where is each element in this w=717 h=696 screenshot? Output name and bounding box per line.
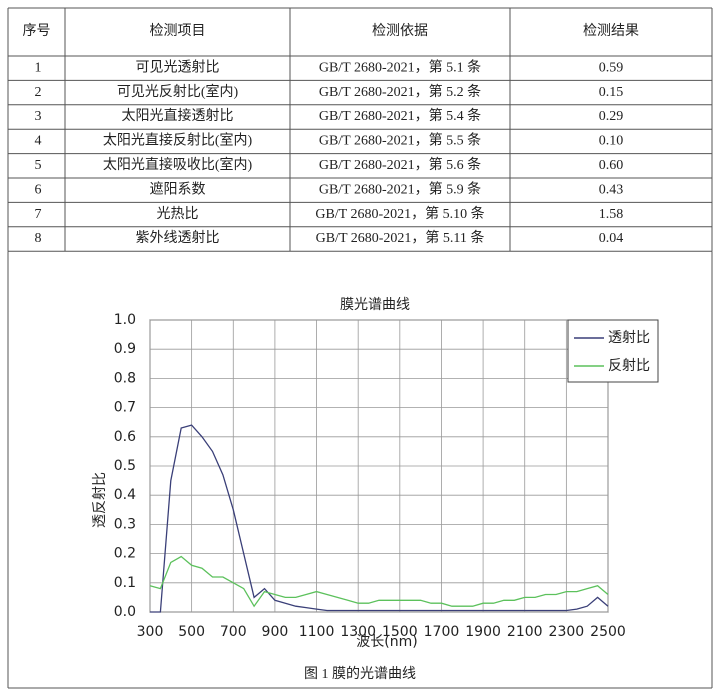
x-tick-label: 1300 [340, 624, 376, 640]
chart-title: 膜光谱曲线 [340, 297, 410, 313]
table-cell: 2 [35, 85, 42, 100]
x-tick-label: 1900 [465, 624, 501, 640]
table-cell: 0.29 [599, 109, 624, 124]
table-cell: 0.10 [599, 134, 624, 149]
x-tick-label: 900 [262, 624, 289, 640]
table-cell: GB/T 2680-2021，第 5.1 条 [319, 58, 481, 75]
table-cell: 0.04 [599, 231, 624, 246]
table-cell: 0.15 [599, 85, 624, 100]
table-cell: 4 [35, 134, 42, 149]
table-cell: 紫外线透射比 [136, 230, 220, 246]
table-cell: 1 [35, 60, 42, 75]
legend-label: 反射比 [608, 358, 650, 374]
table-cell: 太阳光直接吸收比(室内) [103, 156, 253, 173]
series-line [150, 424, 609, 613]
y-tick-label: 0.7 [114, 400, 136, 416]
y-tick-label: 0.3 [114, 516, 136, 532]
table-header: 检测项目 [150, 23, 206, 39]
series-line [149, 555, 609, 608]
x-tick-label: 1500 [382, 624, 418, 640]
table-cell: GB/T 2680-2021，第 5.6 条 [319, 156, 481, 173]
table-header: 序号 [23, 23, 51, 39]
y-tick-label: 0.0 [114, 604, 136, 620]
table-cell: 1.58 [599, 207, 624, 222]
x-axis-label: 波长(nm) [356, 634, 417, 650]
table-cell: 8 [35, 231, 42, 246]
table-header: 检测依据 [372, 23, 428, 39]
table-cell: GB/T 2680-2021，第 5.4 条 [319, 107, 481, 124]
table-cell: 7 [35, 207, 42, 222]
table-cell: 可见光反射比(室内) [117, 83, 239, 100]
table-cell: 6 [35, 182, 42, 197]
table-cell: 可见光透射比 [136, 59, 220, 75]
table-cell: GB/T 2680-2021，第 5.2 条 [319, 83, 481, 100]
table-cell: GB/T 2680-2021，第 5.9 条 [319, 180, 481, 197]
y-axis-label: 透反射比 [92, 472, 108, 528]
x-tick-label: 300 [137, 624, 164, 640]
y-tick-label: 0.9 [114, 341, 136, 357]
x-tick-label: 2500 [590, 624, 626, 640]
x-tick-label: 2300 [549, 624, 585, 640]
table-cell: GB/T 2680-2021，第 5.10 条 [315, 205, 484, 222]
table-header: 检测结果 [583, 23, 639, 39]
table-cell: 0.43 [599, 182, 624, 197]
y-tick-label: 0.4 [114, 487, 136, 503]
x-tick-label: 2100 [507, 624, 543, 640]
table-cell: 太阳光直接透射比 [122, 107, 234, 124]
table-cell: 3 [35, 109, 42, 124]
table-cell: 5 [35, 158, 42, 173]
table-cell: 遮阳系数 [150, 181, 206, 197]
caption: 图 1 膜的光谱曲线 [304, 666, 416, 682]
legend-label: 透射比 [608, 330, 650, 346]
table-cell: 0.60 [599, 158, 624, 173]
y-tick-label: 0.1 [114, 575, 136, 591]
table-cell: GB/T 2680-2021，第 5.11 条 [316, 229, 485, 246]
table-cell: 光热比 [157, 206, 199, 222]
x-tick-label: 1100 [299, 624, 335, 640]
table-cell: 0.59 [599, 60, 624, 75]
legend-box [567, 319, 659, 383]
y-tick-label: 0.5 [114, 458, 136, 474]
y-tick-label: 0.6 [114, 429, 136, 445]
table-cell: 太阳光直接反射比(室内) [103, 132, 253, 149]
table-cell: GB/T 2680-2021，第 5.5 条 [319, 132, 481, 149]
y-tick-label: 0.8 [114, 370, 136, 386]
x-tick-label: 1700 [424, 624, 460, 640]
y-tick-label: 1.0 [114, 312, 136, 328]
x-tick-label: 500 [178, 624, 205, 640]
x-tick-label: 700 [220, 624, 247, 640]
y-tick-label: 0.2 [114, 546, 136, 562]
